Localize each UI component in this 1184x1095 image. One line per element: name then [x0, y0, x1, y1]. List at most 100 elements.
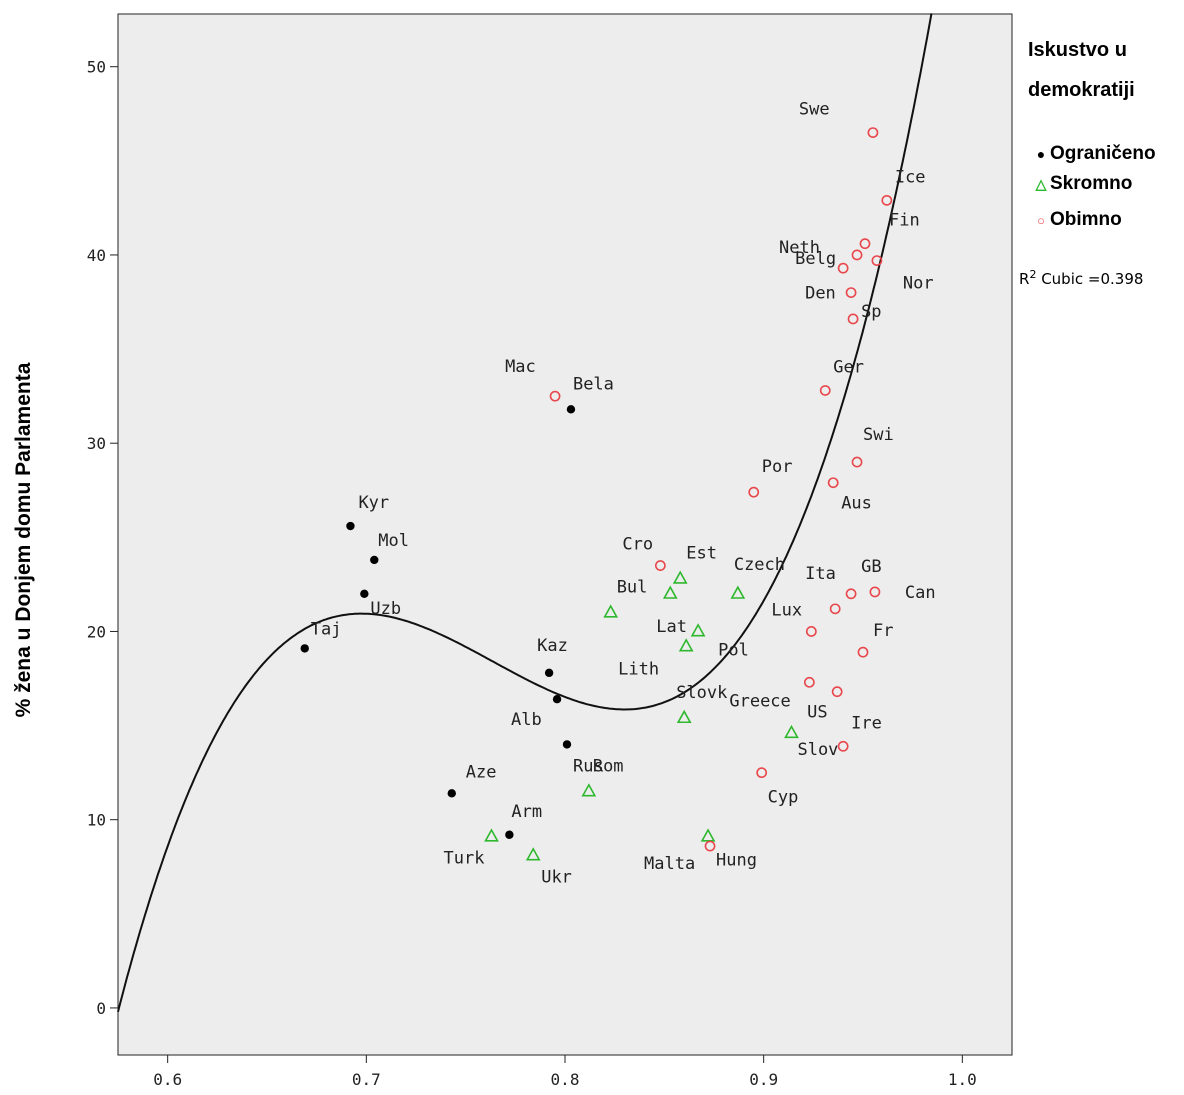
dot-marker [346, 521, 355, 531]
circle-marker [845, 588, 857, 600]
dot-marker [300, 644, 309, 653]
dot-marker [566, 405, 576, 414]
point-label: Lux [771, 600, 802, 620]
point-label: Kaz [537, 636, 568, 656]
circle-marker [857, 646, 869, 658]
point-label: Hung [716, 851, 757, 871]
point-label: Cyp [768, 788, 799, 808]
r2-value: Cubic =0.398 [1036, 270, 1144, 288]
r2-superscript: 2 [1029, 268, 1037, 281]
legend-item-obimno: ○ Obimno [1034, 209, 1122, 231]
triangle-marker [730, 585, 746, 599]
y-tick-label: 20 [87, 622, 106, 641]
circle-marker [803, 676, 815, 688]
point-label: Arm [511, 802, 542, 822]
dot-marker [447, 789, 456, 798]
legend-title: Iskustvo u demokratiji [1028, 39, 1135, 101]
point-label: Lith [618, 660, 659, 680]
point-label: Slovk [676, 683, 727, 703]
dot-marker [562, 740, 572, 749]
legend-item-skromno: △ Skromno [1034, 173, 1133, 195]
dot-marker [544, 668, 554, 678]
point-label: Fr [873, 621, 893, 641]
triangle-marker [700, 828, 716, 842]
r2-prefix: R [1019, 270, 1030, 288]
point-label: Bela [573, 374, 614, 394]
point-label: Czech [734, 555, 785, 575]
dot-marker [370, 555, 379, 565]
legend-label: Skromno [1050, 173, 1133, 194]
point-label: Ire [851, 713, 882, 733]
y-tick-label: 30 [87, 434, 106, 453]
triangle-marker [484, 828, 499, 842]
circle-marker [829, 603, 841, 615]
circle-marker [756, 767, 768, 779]
point-label: Bul [617, 578, 648, 598]
circle-marker [827, 477, 839, 489]
y-tick-label: 40 [87, 246, 106, 265]
x-tick-label: 1.0 [948, 1070, 977, 1089]
point-label: Swi [863, 425, 894, 445]
point-label: Slov [797, 740, 838, 760]
x-tick-label: 0.6 [153, 1070, 182, 1089]
dot-marker [552, 695, 562, 704]
point-label: Den [805, 284, 836, 304]
point-label: Can [905, 583, 936, 603]
dot-marker [360, 589, 369, 598]
circle-marker [881, 194, 893, 206]
circle-marker [837, 740, 849, 752]
point-label: US [807, 703, 827, 723]
circle-marker [748, 486, 760, 498]
legend-label: Obimno [1050, 209, 1122, 230]
point-label: Aus [841, 494, 872, 514]
point-label: Lat [656, 617, 687, 637]
fit-line-label: R2 Cubic =0.398 [1019, 268, 1143, 288]
point-label: Rus [573, 756, 604, 776]
circle-marker [654, 560, 666, 571]
dot-marker-icon: ● [1036, 146, 1046, 162]
circle-marker-icon: ○ [1037, 212, 1045, 228]
triangle-marker-icon: △ [1035, 175, 1047, 192]
point-label: Ita [805, 564, 836, 584]
circle-marker [805, 626, 817, 637]
point-label: Swe [799, 100, 830, 120]
point-label: Uzb [370, 599, 401, 619]
point-label: Fin [889, 211, 920, 231]
circle-marker [845, 287, 857, 299]
point-label: Ice [895, 167, 926, 187]
circle-marker [867, 127, 879, 138]
point-label: Cro [622, 535, 653, 555]
circle-marker [549, 390, 561, 402]
point-label: Malta [644, 854, 695, 874]
point-label: Alb [511, 710, 542, 730]
point-label: Rom [593, 756, 624, 776]
point-label: Mol [378, 531, 409, 551]
legend-label: Ograničeno [1050, 143, 1156, 164]
triangle-marker [672, 570, 688, 584]
point-label: Sp [861, 302, 881, 322]
legend-item-ograniceno: ● Ograničeno [1034, 143, 1156, 165]
triangle-marker [784, 724, 799, 739]
point-label: Belg [795, 249, 836, 269]
x-tick-label: 0.9 [749, 1070, 778, 1089]
point-label: Nor [903, 274, 934, 294]
circle-marker [851, 456, 863, 468]
plot-area [117, 13, 1013, 1056]
triangle-marker [525, 847, 541, 861]
point-label: Turk [443, 849, 484, 869]
point-label: Kyr [358, 493, 389, 513]
point-label: Ger [833, 357, 864, 377]
circle-marker [819, 385, 831, 396]
circle-marker [831, 686, 843, 698]
triangle-marker [690, 623, 706, 637]
circle-marker [869, 586, 881, 598]
point-label: Est [686, 544, 717, 564]
point-label: Pol [718, 640, 749, 660]
point-label: Neth [779, 238, 820, 258]
point-label: Aze [466, 762, 497, 782]
point-label: Mac [505, 357, 536, 377]
circle-marker [837, 262, 849, 274]
triangle-marker [603, 604, 619, 618]
point-label: Por [762, 457, 793, 477]
